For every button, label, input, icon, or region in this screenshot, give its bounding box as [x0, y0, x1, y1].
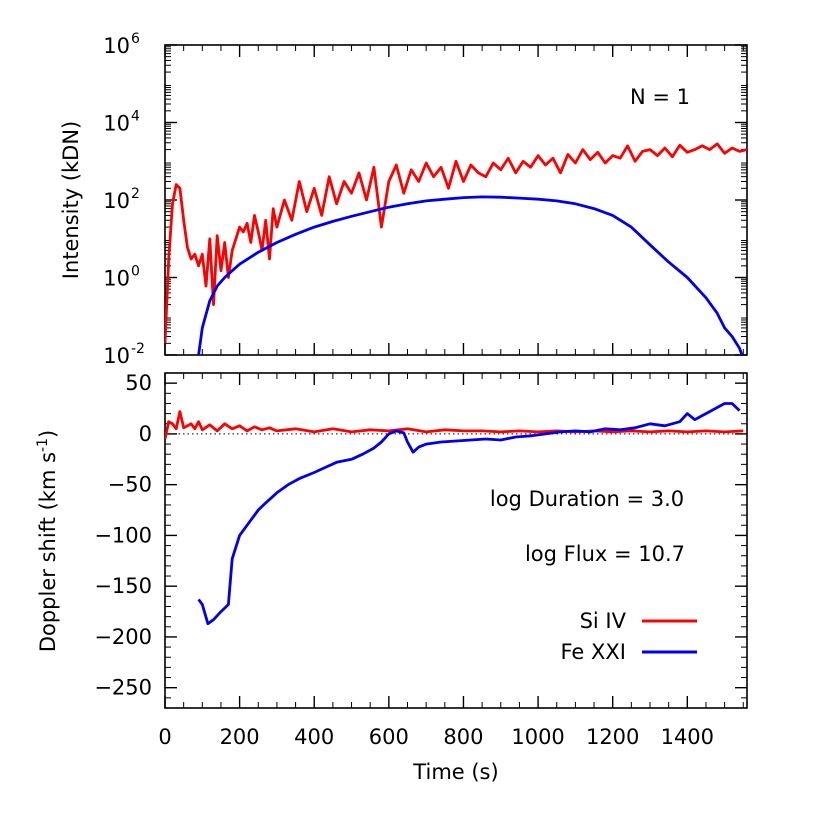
top-panel-annotation: N = 1	[630, 85, 690, 109]
legend-label-si-iv: Si IV	[580, 609, 627, 633]
bottom-ytick-label: −150	[94, 574, 152, 598]
bottom-xtick-label: 0	[158, 725, 171, 749]
doppler-series-si-iv	[165, 410, 744, 440]
bottom-panel-series	[165, 402, 744, 626]
bottom-xtick-label: 1200	[586, 725, 639, 749]
bottom-ytick-label: −100	[94, 523, 152, 547]
top-panel-ylabel: Intensity (kDN)	[59, 121, 83, 280]
bottom-ytick-label: −50	[108, 473, 152, 497]
top-ytick-label: 104	[103, 109, 140, 136]
bottom-ytick-label: 0	[139, 422, 152, 446]
legend-label-fe-xxi: Fe XXI	[561, 640, 627, 664]
bottom-xtick-label: 1400	[661, 725, 714, 749]
bottom-ytick-label: −250	[94, 676, 152, 700]
bottom-xtick-label: 1000	[511, 725, 564, 749]
x-axis-label: Time (s)	[412, 760, 498, 784]
bottom-panel-frame	[164, 372, 748, 709]
top-ytick-label: 10-2	[103, 341, 145, 368]
top-ytick-label: 102	[103, 186, 140, 213]
annotation-duration: log Duration = 3.0	[490, 487, 684, 511]
ylabel-superscript: -1	[35, 438, 51, 452]
legend: Si IV Fe XXI	[561, 609, 697, 664]
bottom-xtick-label: 200	[220, 725, 260, 749]
top-ytick-label: 100	[103, 264, 140, 291]
bottom-xtick-label: 400	[294, 725, 334, 749]
bottom-panel-ylabel: Doppler shift (km s-1)	[35, 430, 60, 652]
bottom-ytick-label: 50	[125, 371, 152, 395]
intensity-series-si-iv	[165, 142, 747, 344]
ylabel-main: Doppler shift (km s	[36, 452, 60, 652]
top-panel-ticks: 10-2 100 102 104 106	[103, 31, 747, 368]
intensity-series-fe-xxi	[197, 195, 744, 355]
ylabel-close: )	[36, 430, 60, 438]
bottom-xtick-label: 800	[443, 725, 483, 749]
annotation-flux: log Flux = 10.7	[525, 542, 685, 566]
top-ytick-label: 106	[103, 31, 140, 58]
doppler-series-fe-xxi	[197, 402, 741, 626]
bottom-ytick-label: −200	[94, 625, 152, 649]
top-panel-series	[165, 142, 747, 355]
bottom-xtick-label: 600	[369, 725, 409, 749]
